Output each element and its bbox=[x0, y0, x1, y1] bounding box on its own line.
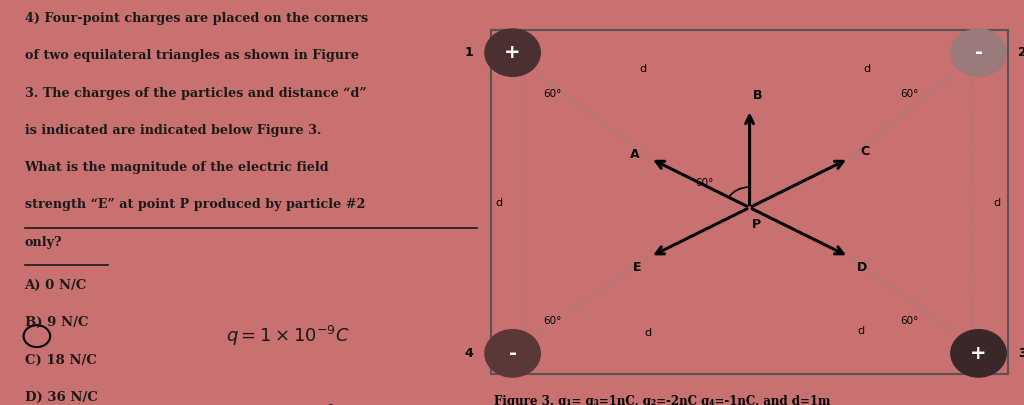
Text: E: E bbox=[633, 262, 641, 275]
Text: C: C bbox=[860, 145, 869, 158]
Text: d: d bbox=[858, 326, 865, 336]
Text: D) 36 N/C: D) 36 N/C bbox=[25, 391, 97, 404]
Text: 60°: 60° bbox=[544, 89, 562, 99]
Text: only?: only? bbox=[25, 236, 62, 249]
Text: +: + bbox=[971, 344, 987, 363]
Text: D: D bbox=[857, 262, 867, 275]
Text: d: d bbox=[645, 328, 652, 338]
Text: d: d bbox=[496, 198, 503, 208]
Text: $q = 1\times10^{-9}C$: $q = 1\times10^{-9}C$ bbox=[226, 324, 350, 348]
Text: 1: 1 bbox=[465, 46, 473, 59]
Text: 4) Four-point charges are placed on the corners: 4) Four-point charges are placed on the … bbox=[25, 12, 368, 25]
Text: -: - bbox=[975, 43, 983, 62]
Text: 4: 4 bbox=[465, 347, 473, 360]
Text: d: d bbox=[863, 64, 870, 74]
Text: -: - bbox=[509, 344, 517, 363]
Text: of two equilateral triangles as shown in Figure: of two equilateral triangles as shown in… bbox=[25, 49, 358, 62]
Text: 2: 2 bbox=[1018, 46, 1024, 59]
Text: strength “E” at point P produced by particle #2: strength “E” at point P produced by part… bbox=[25, 198, 365, 211]
Text: 60°: 60° bbox=[544, 316, 562, 326]
Text: is indicated are indicated below Figure 3.: is indicated are indicated below Figure … bbox=[25, 124, 321, 137]
Circle shape bbox=[951, 29, 1007, 76]
Text: B: B bbox=[753, 90, 762, 102]
Text: B) 9 N/C: B) 9 N/C bbox=[25, 316, 88, 329]
Text: A) 0 N/C: A) 0 N/C bbox=[25, 279, 87, 292]
Text: A: A bbox=[630, 147, 639, 160]
Circle shape bbox=[485, 29, 541, 76]
Text: P: P bbox=[752, 218, 761, 231]
Text: Figure 3. q₁= q₃=1nC, q₂=-2nC q₄=-1nC, and d=1m: Figure 3. q₁= q₃=1nC, q₂=-2nC q₄=-1nC, a… bbox=[494, 395, 830, 405]
Text: 60°: 60° bbox=[695, 177, 714, 188]
Text: C) 18 N/C: C) 18 N/C bbox=[25, 354, 96, 367]
Text: d: d bbox=[640, 64, 646, 74]
Circle shape bbox=[951, 330, 1007, 377]
Text: 60°: 60° bbox=[900, 316, 919, 326]
Text: 3: 3 bbox=[1018, 347, 1024, 360]
Text: What is the magnitude of the electric field: What is the magnitude of the electric fi… bbox=[25, 161, 329, 174]
Text: 60°: 60° bbox=[900, 89, 919, 99]
Text: 3. The charges of the particles and distance “d”: 3. The charges of the particles and dist… bbox=[25, 87, 367, 100]
Text: d: d bbox=[993, 198, 1000, 208]
Circle shape bbox=[485, 330, 541, 377]
Text: +: + bbox=[505, 43, 521, 62]
